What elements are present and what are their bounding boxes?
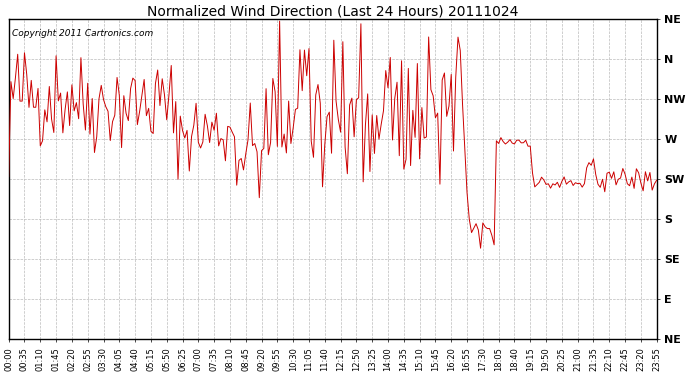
Title: Normalized Wind Direction (Last 24 Hours) 20111024: Normalized Wind Direction (Last 24 Hours… bbox=[147, 4, 518, 18]
Text: Copyright 2011 Cartronics.com: Copyright 2011 Cartronics.com bbox=[12, 29, 153, 38]
